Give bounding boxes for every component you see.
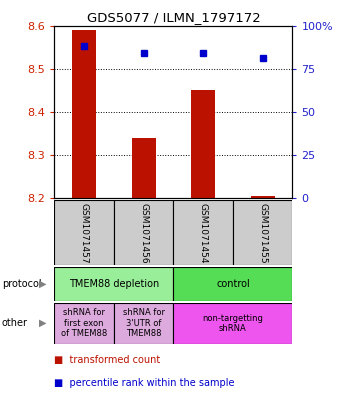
Bar (72, 30, 96, 198)
Text: GSM1071456: GSM1071456 (139, 202, 148, 263)
Bar (191, 90, 215, 198)
Title: GDS5077 / ILMN_1797172: GDS5077 / ILMN_1797172 (86, 11, 260, 24)
Text: protocol: protocol (2, 279, 41, 289)
Bar (173, 303, 292, 344)
Bar (233, 200, 292, 265)
Text: ▶: ▶ (39, 318, 47, 328)
Text: TMEM88 depletion: TMEM88 depletion (69, 279, 159, 289)
Text: ■  percentile rank within the sample: ■ percentile rank within the sample (54, 378, 235, 388)
Bar (173, 267, 292, 301)
Bar (132, 138, 155, 198)
Bar (54, 200, 114, 265)
Text: other: other (2, 318, 28, 328)
Text: shRNA for
3'UTR of
TMEM88: shRNA for 3'UTR of TMEM88 (123, 309, 165, 338)
Text: GSM1071455: GSM1071455 (258, 202, 267, 263)
Bar (114, 303, 173, 344)
Bar (114, 200, 173, 265)
Bar (54, 267, 173, 301)
Text: GSM1071454: GSM1071454 (199, 203, 208, 263)
Text: GSM1071457: GSM1071457 (80, 202, 89, 263)
Text: shRNA for
first exon
of TMEM88: shRNA for first exon of TMEM88 (61, 309, 107, 338)
Bar (173, 200, 233, 265)
Text: ▶: ▶ (39, 279, 47, 289)
Text: ■  transformed count: ■ transformed count (54, 354, 161, 365)
Text: non-targetting
shRNA: non-targetting shRNA (202, 314, 264, 333)
Text: control: control (216, 279, 250, 289)
Bar (54, 303, 114, 344)
Bar (251, 196, 274, 198)
